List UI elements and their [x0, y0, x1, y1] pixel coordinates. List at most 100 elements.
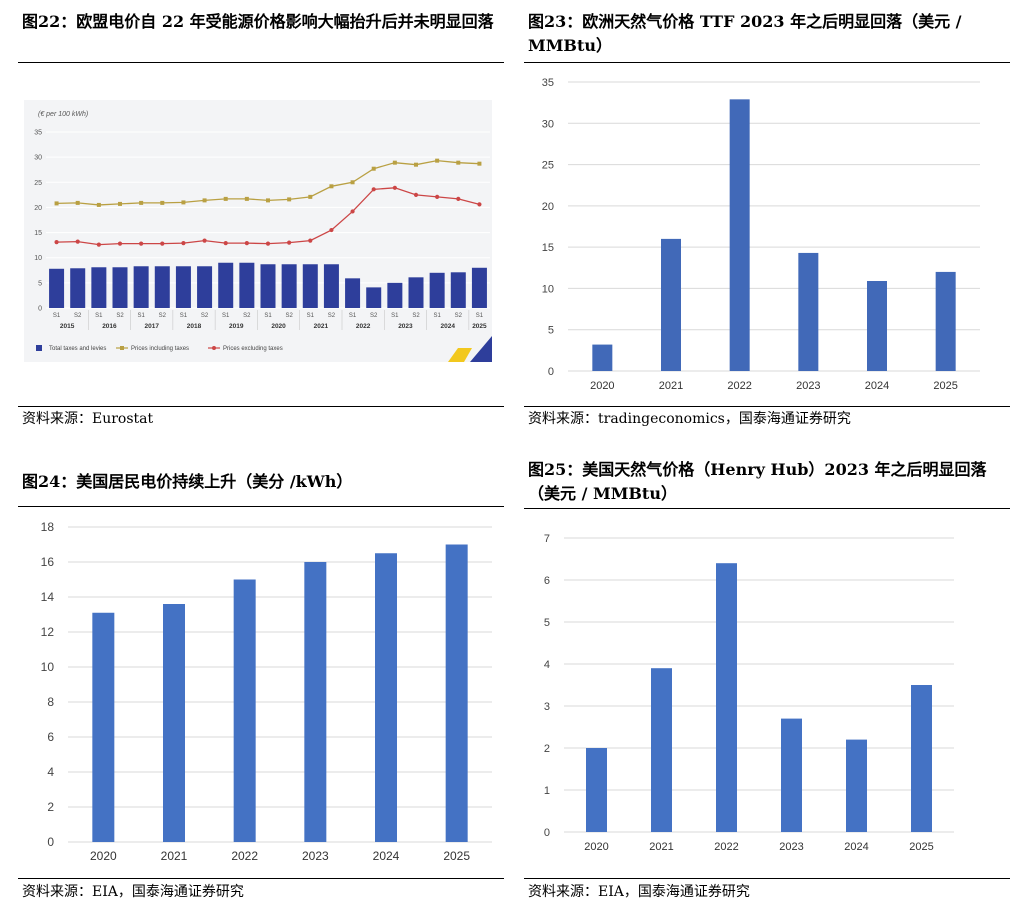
series-marker	[160, 241, 165, 246]
x-tick-label: 2023	[796, 380, 820, 392]
figure-24-title-rule	[18, 506, 504, 507]
series-marker	[181, 241, 186, 246]
figure-23-source: 资料来源：tradingeconomics，国泰海通证券研究	[528, 411, 851, 427]
series-marker	[54, 201, 59, 206]
bar-taxes-levies	[366, 287, 382, 308]
y-tick-label: 8	[47, 695, 54, 709]
legend-label: Prices including taxes	[131, 346, 189, 352]
bar-taxes-levies	[302, 264, 318, 308]
series-marker	[371, 187, 376, 192]
us-henry-hub-gas-price-chart: 0 1 2 3 4 5 6 7 2020 2021 2022 2023 2024 2025	[544, 533, 954, 853]
y-tick-label: 12	[41, 625, 55, 639]
legend-label: Total taxes and levies	[49, 346, 106, 352]
series-marker	[202, 198, 207, 203]
series-marker	[117, 241, 123, 246]
x-tick-label: 2022	[231, 849, 258, 863]
series-marker	[392, 160, 397, 165]
bar	[375, 553, 397, 842]
y-tick-label: 7	[544, 533, 550, 545]
y-tick-label: 20	[34, 205, 42, 212]
x-tick-label: 2022	[714, 841, 738, 853]
series-marker	[287, 197, 292, 202]
bar	[651, 668, 672, 832]
figure-22-title-rule	[18, 62, 504, 63]
y-tick-label: 20	[542, 201, 554, 213]
x-tick-label: 2024	[373, 849, 400, 863]
x-tick-label: S1	[476, 313, 484, 319]
bar	[867, 280, 887, 371]
series-marker	[266, 198, 270, 203]
x-tick-label: S1	[222, 313, 230, 319]
legend-swatch	[36, 345, 42, 351]
y-tick-label: 0	[548, 366, 554, 378]
bar-taxes-levies	[239, 262, 255, 308]
x-tick-label: S2	[328, 313, 336, 319]
bar	[911, 685, 932, 832]
bar	[592, 344, 613, 371]
series-marker	[308, 238, 313, 243]
bar	[716, 563, 737, 832]
series-marker	[456, 160, 461, 165]
y-tick-label: 14	[41, 590, 55, 604]
figure-24-title: 图24：美国居民电价持续上升（美分 /kWh）	[22, 472, 353, 491]
x-tick-label: S2	[159, 313, 167, 319]
y-tick-label: 0	[544, 827, 550, 839]
y-tick-label: 35	[34, 130, 42, 137]
bar-taxes-levies	[197, 266, 213, 308]
series-marker	[477, 161, 482, 166]
series-marker	[371, 166, 376, 171]
x-year-label: 2018	[187, 323, 202, 330]
chart-background	[24, 100, 492, 362]
x-tick-label: 2020	[584, 841, 608, 853]
x-tick-label: 2022	[727, 380, 751, 392]
bar	[586, 748, 607, 832]
y-tick-label: 15	[34, 230, 42, 237]
y-tick-label: 1	[544, 785, 550, 797]
x-tick-label: S1	[180, 313, 188, 319]
x-year-label: 2016	[102, 323, 117, 330]
x-tick-label: 2024	[865, 380, 889, 392]
figure-24-source-rule	[18, 878, 504, 879]
figure-25-source: 资料来源：EIA，国泰海通证券研究	[528, 884, 750, 900]
x-tick-label: S2	[285, 313, 293, 319]
x-tick-label: S2	[116, 313, 124, 319]
y-tick-label: 4	[47, 765, 54, 779]
y-tick-label: 2	[47, 800, 54, 814]
y-tick-label: 2	[544, 743, 550, 755]
bar-taxes-levies	[471, 267, 487, 308]
us-residential-electricity-price-chart: 0 2 4 6 8 10 12 14 16 18 2020 2021 2022 2023 2024 2025	[41, 520, 492, 863]
y-axis-unit-label: (€ per 100 kWh)	[38, 111, 88, 118]
series-marker	[329, 184, 334, 189]
series-marker	[350, 180, 355, 185]
y-tick-label: 10	[41, 660, 55, 674]
series-marker	[329, 227, 334, 233]
series-marker	[96, 242, 101, 247]
x-tick-label: S1	[137, 313, 145, 319]
figure-24-source: 资料来源：EIA，国泰海通证券研究	[22, 884, 244, 900]
x-year-label: 2019	[229, 323, 244, 330]
y-tick-label: 0	[47, 835, 54, 849]
bar-taxes-levies	[70, 268, 86, 308]
y-tick-label: 3	[544, 701, 550, 713]
x-tick-label: 2025	[443, 849, 470, 863]
series-marker	[244, 196, 249, 201]
x-tick-label: S2	[455, 313, 463, 319]
bar-taxes-levies	[49, 268, 65, 308]
bar-taxes-levies	[91, 267, 107, 308]
x-tick-label: 2021	[161, 849, 188, 863]
x-tick-label: S1	[349, 313, 357, 319]
bar-taxes-levies	[408, 277, 424, 308]
legend-marker	[212, 346, 216, 350]
figure-23-title-rule	[524, 62, 1010, 63]
bar-taxes-levies	[387, 282, 403, 308]
y-tick-label: 25	[542, 160, 554, 172]
series-marker	[413, 192, 419, 197]
eurostat-logo-yellow	[448, 348, 472, 362]
series-marker	[435, 194, 440, 199]
x-tick-label: S2	[243, 313, 251, 319]
y-tick-label: 6	[47, 730, 54, 744]
bar	[445, 544, 468, 842]
bar	[798, 252, 819, 371]
x-tick-label: S2	[74, 313, 82, 319]
